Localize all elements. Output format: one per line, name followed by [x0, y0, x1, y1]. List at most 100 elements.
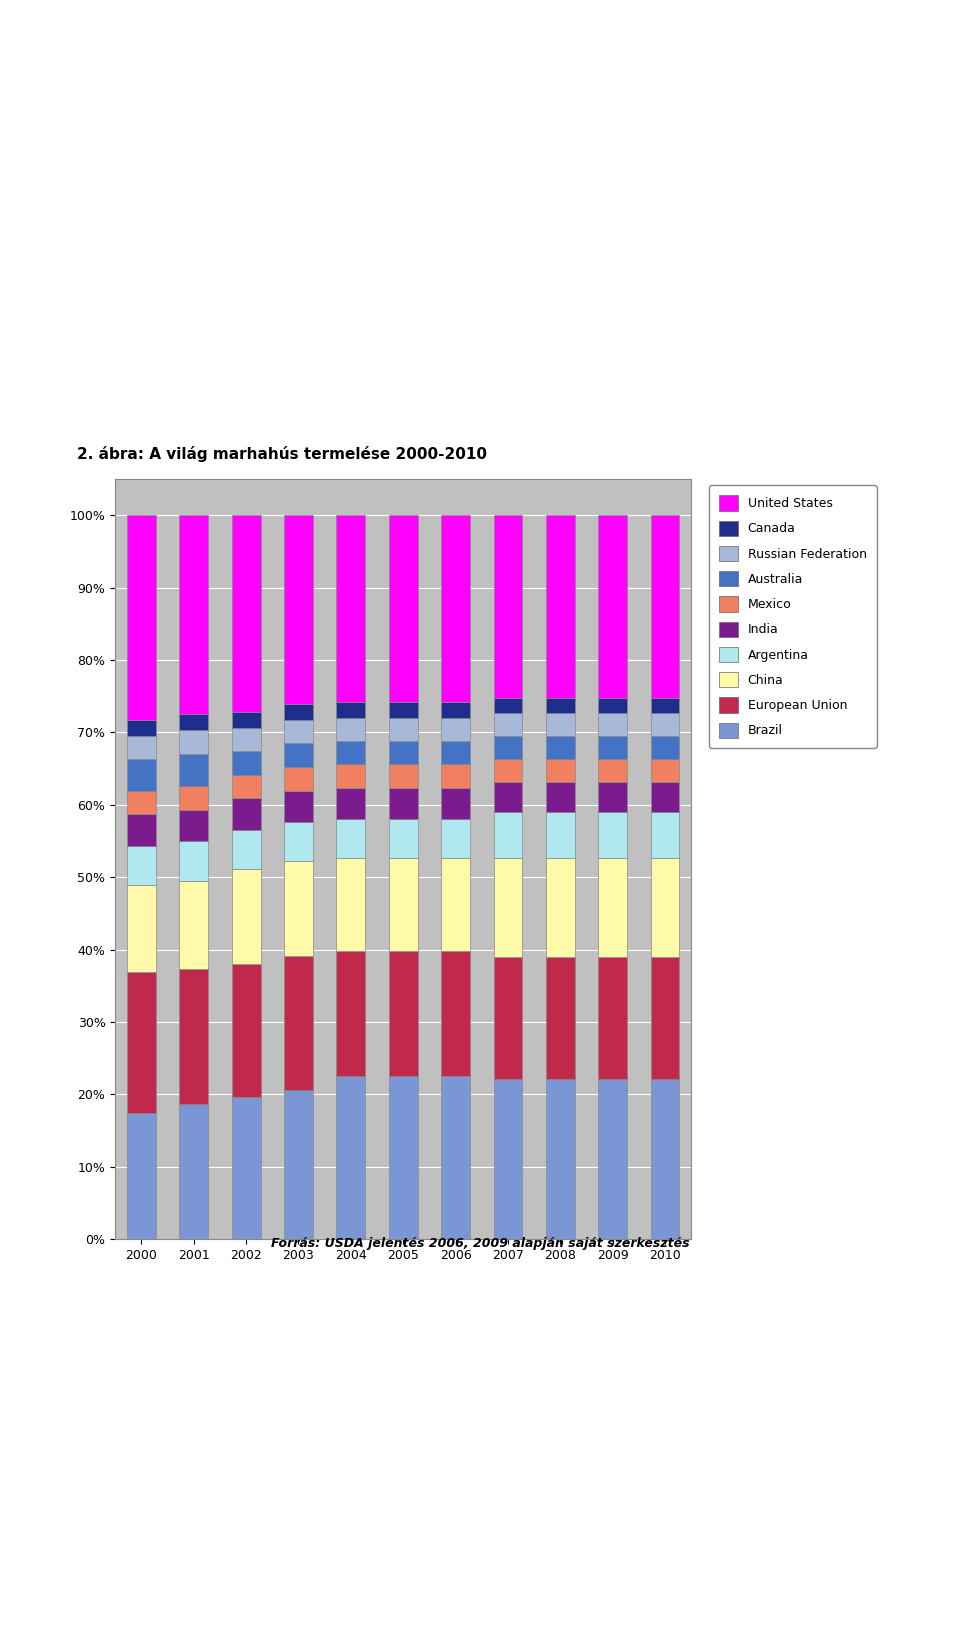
Bar: [598, 1079, 627, 1239]
Bar: [127, 814, 156, 846]
Bar: [231, 515, 260, 712]
Bar: [389, 742, 418, 765]
Bar: [389, 1075, 418, 1239]
Bar: [546, 1079, 575, 1239]
Bar: [442, 765, 470, 788]
Bar: [231, 829, 260, 869]
Bar: [493, 515, 522, 699]
Bar: [598, 857, 627, 957]
Bar: [389, 765, 418, 788]
Bar: [231, 869, 260, 963]
Bar: [442, 742, 470, 765]
Bar: [442, 788, 470, 819]
Bar: [651, 1079, 680, 1239]
Bar: [336, 1075, 365, 1239]
Bar: [284, 720, 313, 743]
Bar: [546, 813, 575, 857]
Bar: [127, 791, 156, 814]
Bar: [127, 760, 156, 791]
Bar: [336, 742, 365, 765]
Bar: [546, 781, 575, 813]
Bar: [546, 699, 575, 714]
Legend: United States, Canada, Russian Federation, Australia, Mexico, India, Argentina, : United States, Canada, Russian Federatio…: [709, 486, 876, 748]
Bar: [389, 702, 418, 717]
Bar: [651, 699, 680, 714]
Bar: [284, 704, 313, 720]
Bar: [127, 735, 156, 760]
Bar: [284, 861, 313, 957]
Bar: [493, 737, 522, 758]
Bar: [231, 712, 260, 727]
Bar: [546, 515, 575, 699]
Bar: [231, 798, 260, 829]
Bar: [180, 753, 208, 786]
Bar: [651, 737, 680, 758]
Bar: [442, 819, 470, 857]
Text: Forrás: USDA jelentés 2006, 2009 alapján saját szerkesztés: Forrás: USDA jelentés 2006, 2009 alapján…: [271, 1237, 689, 1251]
Bar: [284, 743, 313, 767]
Bar: [493, 758, 522, 781]
Bar: [493, 1079, 522, 1239]
Bar: [442, 702, 470, 717]
Bar: [442, 952, 470, 1075]
Bar: [546, 857, 575, 957]
Bar: [493, 857, 522, 957]
Bar: [651, 758, 680, 781]
Bar: [598, 781, 627, 813]
Bar: [546, 957, 575, 1079]
Bar: [546, 714, 575, 737]
Bar: [389, 819, 418, 857]
Bar: [598, 813, 627, 857]
Bar: [336, 765, 365, 788]
Bar: [651, 857, 680, 957]
Bar: [442, 717, 470, 742]
Bar: [389, 952, 418, 1075]
Bar: [180, 730, 208, 753]
Bar: [493, 699, 522, 714]
Bar: [336, 952, 365, 1075]
Bar: [493, 781, 522, 813]
Bar: [127, 885, 156, 971]
Bar: [651, 515, 680, 699]
Bar: [493, 813, 522, 857]
Bar: [127, 1113, 156, 1239]
Bar: [284, 791, 313, 823]
Bar: [493, 714, 522, 737]
Bar: [180, 786, 208, 809]
Bar: [284, 957, 313, 1090]
Bar: [546, 758, 575, 781]
Bar: [127, 971, 156, 1113]
Bar: [180, 809, 208, 841]
Bar: [598, 758, 627, 781]
Bar: [127, 720, 156, 735]
Bar: [180, 714, 208, 730]
Bar: [546, 737, 575, 758]
Bar: [651, 781, 680, 813]
Bar: [284, 1090, 313, 1239]
Bar: [389, 717, 418, 742]
Bar: [389, 515, 418, 702]
Bar: [598, 714, 627, 737]
Bar: [127, 515, 156, 720]
Bar: [231, 963, 260, 1097]
Bar: [336, 717, 365, 742]
Bar: [442, 515, 470, 702]
Bar: [598, 957, 627, 1079]
Bar: [231, 775, 260, 798]
Bar: [598, 737, 627, 758]
Bar: [389, 788, 418, 819]
Bar: [598, 699, 627, 714]
Bar: [651, 813, 680, 857]
Bar: [180, 968, 208, 1104]
Bar: [336, 702, 365, 717]
Bar: [336, 515, 365, 702]
Bar: [284, 767, 313, 791]
Bar: [127, 846, 156, 885]
Bar: [598, 515, 627, 699]
Bar: [180, 1104, 208, 1239]
Bar: [336, 819, 365, 857]
Bar: [336, 857, 365, 952]
Bar: [231, 727, 260, 752]
Bar: [493, 957, 522, 1079]
Bar: [651, 957, 680, 1079]
